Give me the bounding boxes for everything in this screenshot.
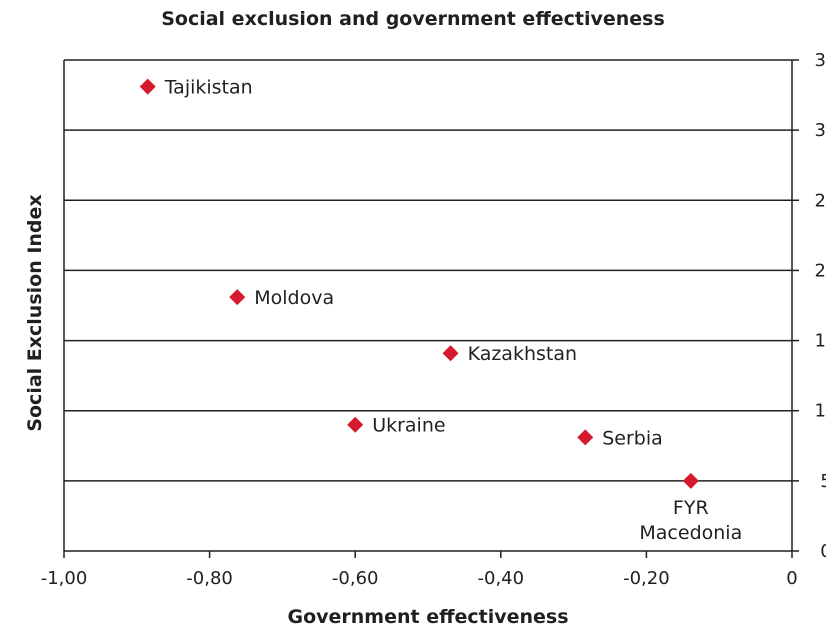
data-point-label: Ukraine (372, 415, 445, 437)
data-point (347, 416, 364, 433)
data-point-label: FYR (673, 497, 709, 519)
y-tick-label: 20 (815, 260, 826, 281)
x-tick-label: -0,40 (478, 568, 525, 589)
data-point (682, 472, 699, 489)
gridlines (64, 129, 792, 482)
chart-title: Social exclusion and government effectiv… (161, 8, 665, 30)
y-axis-ticks: 0 5 10 15 20 25 30 35 (792, 50, 826, 562)
data-point-label: Macedonia (639, 522, 742, 544)
plot-frame (63, 59, 793, 552)
data-point (577, 429, 594, 446)
data-point-label: Tajikistan (164, 77, 253, 99)
y-tick-label: 35 (815, 50, 826, 71)
data-point-label: Kazakhstan (468, 343, 577, 365)
x-tick-label: 0 (786, 568, 797, 589)
x-axis-label: Government effectiveness (287, 606, 569, 628)
data-point (229, 289, 246, 306)
data-points: Tajikistan Moldova Kazakhstan Ukraine Serbia… (139, 77, 742, 544)
y-tick-label: 25 (815, 190, 826, 211)
y-tick-label: 10 (815, 401, 826, 422)
y-tick-label: 15 (815, 331, 826, 352)
data-point-label: Moldova (254, 287, 334, 309)
y-tick-label: 5 (820, 471, 826, 492)
x-tick-label: -1,00 (41, 568, 88, 589)
x-tick-label: -0,80 (186, 568, 233, 589)
x-axis-ticks: -1,00 -0,80 -0,60 -0,40 -0,20 0 (41, 551, 798, 589)
x-tick-label: -0,60 (332, 568, 379, 589)
y-tick-label: 0 (820, 541, 826, 562)
y-tick-label: 30 (815, 120, 826, 141)
x-tick-label: -0,20 (623, 568, 670, 589)
data-point (442, 345, 459, 362)
data-point (139, 78, 156, 95)
data-point-label: Serbia (602, 427, 663, 449)
